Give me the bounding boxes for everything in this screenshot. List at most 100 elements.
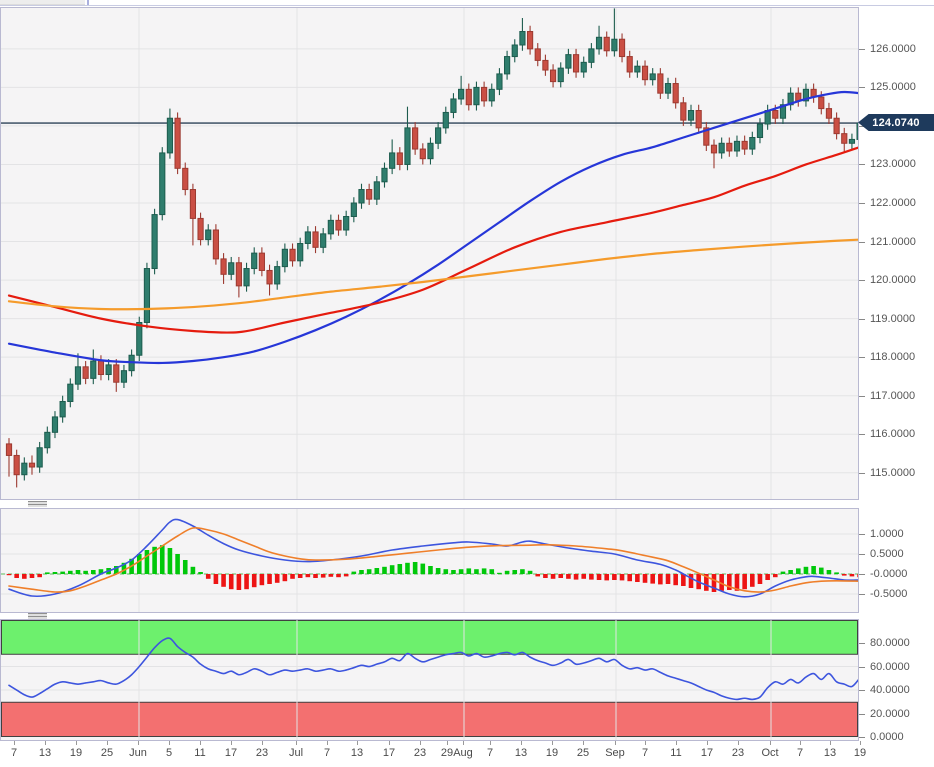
candle-body bbox=[595, 36, 603, 50]
rsi-chart-svg[interactable] bbox=[1, 620, 858, 740]
histogram-bar bbox=[765, 574, 770, 580]
histogram-bar bbox=[474, 569, 479, 574]
candle-body bbox=[641, 65, 649, 81]
x-axis-tick bbox=[231, 741, 232, 745]
candle-body bbox=[572, 54, 580, 73]
candle-body bbox=[105, 364, 112, 376]
candle-body bbox=[373, 181, 380, 200]
candle-body bbox=[488, 88, 495, 102]
histogram-bar bbox=[228, 574, 234, 590]
candle-body bbox=[404, 127, 411, 165]
candle-body bbox=[519, 31, 526, 46]
histogram-bar bbox=[642, 574, 648, 583]
candle-body bbox=[611, 38, 618, 52]
histogram-bar bbox=[658, 574, 663, 585]
candle-body bbox=[772, 110, 779, 119]
histogram-bar bbox=[596, 574, 602, 580]
y-axis-tick bbox=[859, 667, 865, 668]
x-axis-label: 23 bbox=[731, 747, 745, 759]
candlestick-chart-svg[interactable] bbox=[1, 8, 858, 499]
histogram-bar bbox=[435, 568, 441, 574]
top-scrollbar-thumb[interactable] bbox=[0, 0, 85, 5]
histogram-bar bbox=[619, 574, 625, 581]
histogram-bar bbox=[45, 572, 50, 574]
candle-body bbox=[473, 86, 480, 106]
rsi-panel[interactable] bbox=[0, 619, 859, 741]
candle-body bbox=[182, 167, 189, 191]
histogram-bar bbox=[90, 570, 96, 574]
candle-body bbox=[557, 67, 564, 83]
histogram-bar bbox=[83, 570, 88, 574]
histogram-bar bbox=[857, 574, 858, 578]
histogram-bar bbox=[773, 574, 778, 578]
top-border-rule bbox=[0, 5, 934, 6]
histogram-bar bbox=[681, 574, 686, 586]
y-axis-tick bbox=[859, 737, 865, 738]
x-axis-label: 7 bbox=[486, 747, 494, 759]
y-axis-tick bbox=[859, 357, 865, 358]
histogram-bar bbox=[566, 574, 571, 579]
oscillator-signal-line bbox=[8, 526, 858, 593]
y-axis-tick bbox=[859, 434, 865, 435]
overbought-zone bbox=[1, 620, 858, 655]
x-axis-tick bbox=[357, 741, 358, 745]
candle-body bbox=[848, 138, 856, 144]
histogram-bar bbox=[336, 574, 341, 578]
histogram-bar bbox=[803, 566, 809, 574]
y-axis-tick bbox=[859, 554, 865, 555]
histogram-bar bbox=[113, 566, 119, 574]
histogram-bar bbox=[305, 574, 311, 578]
candle-body bbox=[565, 54, 572, 69]
y-axis-label: 40.0000 bbox=[870, 684, 910, 696]
y-axis-tick bbox=[859, 574, 865, 575]
y-axis-label: 1.0000 bbox=[870, 528, 904, 540]
histogram-bar bbox=[466, 568, 472, 574]
price-panel[interactable] bbox=[0, 7, 859, 500]
histogram-bar bbox=[512, 570, 518, 574]
x-axis-label: 29 bbox=[440, 747, 454, 759]
histogram-bar bbox=[351, 571, 357, 574]
x-axis-tick bbox=[645, 741, 646, 745]
x-axis-label: 25 bbox=[100, 747, 114, 759]
y-axis-tick bbox=[859, 126, 865, 127]
candle-body bbox=[726, 142, 733, 152]
candle-body bbox=[664, 83, 672, 94]
histogram-bar bbox=[734, 574, 740, 591]
x-axis-label: 19 bbox=[853, 747, 867, 759]
oscillator-chart-svg[interactable] bbox=[1, 509, 858, 612]
histogram-bar bbox=[750, 574, 755, 587]
histogram-bar bbox=[489, 569, 495, 574]
x-axis-tick bbox=[107, 741, 108, 745]
y-axis-label: 120.0000 bbox=[870, 274, 916, 286]
oscillator-panel[interactable] bbox=[0, 508, 859, 613]
panel-resize-grip[interactable] bbox=[28, 613, 47, 619]
candle-body bbox=[756, 123, 764, 138]
histogram-bar bbox=[205, 574, 211, 579]
candle-body bbox=[687, 110, 695, 121]
x-axis-tick bbox=[583, 741, 584, 745]
candle-body bbox=[243, 268, 250, 287]
candle-body bbox=[67, 383, 74, 402]
candle-body bbox=[733, 140, 741, 152]
candle-body bbox=[327, 219, 334, 235]
x-axis-label: 17 bbox=[224, 747, 238, 759]
toolbar-divider bbox=[87, 0, 89, 5]
candle-body bbox=[549, 69, 557, 83]
histogram-bar bbox=[627, 574, 633, 582]
histogram-bar bbox=[328, 574, 334, 577]
candle-body bbox=[159, 152, 166, 216]
histogram-bar bbox=[152, 546, 157, 574]
candle-body bbox=[289, 248, 296, 262]
histogram-bar bbox=[535, 574, 541, 577]
candle-body bbox=[818, 96, 825, 110]
histogram-bar bbox=[29, 574, 35, 578]
x-axis-tick bbox=[552, 741, 553, 745]
histogram-bar bbox=[366, 569, 372, 574]
x-axis-label: Jul bbox=[288, 747, 304, 759]
panel-resize-grip[interactable] bbox=[28, 501, 47, 507]
y-axis-tick bbox=[859, 49, 865, 50]
x-axis-tick bbox=[296, 741, 297, 745]
candle-body bbox=[21, 462, 28, 476]
y-axis-label: 20.0000 bbox=[870, 708, 910, 720]
